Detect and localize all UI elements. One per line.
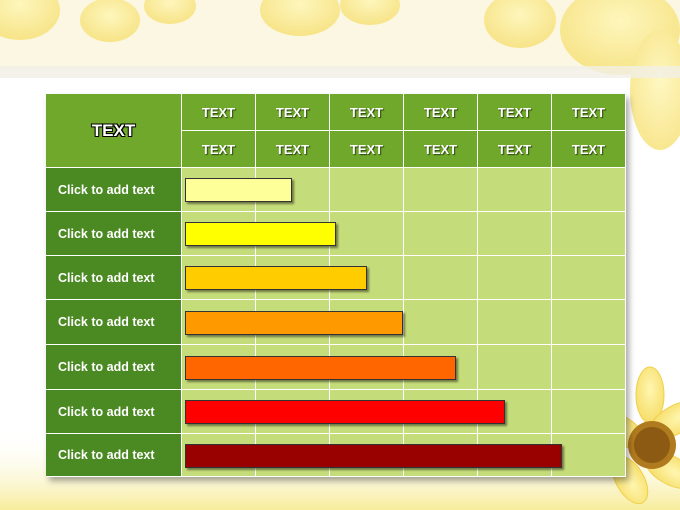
column-header-label: TEXT [497, 104, 532, 120]
row-label[interactable]: Click to add text [46, 345, 182, 390]
grid-cell [404, 300, 478, 345]
column-header: TEXT [330, 131, 404, 168]
grid-cell [478, 212, 552, 256]
progress-bar [185, 266, 367, 290]
grid-cell [404, 168, 478, 212]
progress-bar [185, 400, 505, 424]
column-header-label: TEXT [201, 104, 236, 120]
row-label-text[interactable]: Click to add text [58, 315, 155, 329]
column-header: TEXT [404, 94, 478, 131]
progress-bar [185, 178, 292, 202]
row-label[interactable]: Click to add text [46, 300, 182, 345]
column-header: TEXT [478, 94, 552, 131]
row-label[interactable]: Click to add text [46, 434, 182, 477]
row-label[interactable]: Click to add text [46, 212, 182, 256]
grid-cell [552, 168, 626, 212]
progress-bar [185, 443, 562, 468]
column-header: TEXT [552, 94, 626, 131]
grid-cell [330, 168, 404, 212]
column-header: TEXT [552, 131, 626, 168]
column-header-label: TEXT [571, 104, 606, 120]
progress-bar [185, 222, 336, 246]
grid-cell [552, 390, 626, 434]
grid-cell [478, 168, 552, 212]
grid-cell [552, 256, 626, 300]
grid-cell [404, 212, 478, 256]
column-header: TEXT [256, 94, 330, 131]
row-label[interactable]: Click to add text [46, 256, 182, 300]
row-label-text[interactable]: Click to add text [58, 404, 155, 419]
grid-cell [404, 256, 478, 300]
row-label[interactable]: Click to add text [46, 390, 182, 434]
column-header-label: TEXT [349, 104, 384, 120]
corner-label: TEXT [91, 120, 136, 140]
column-header-label: TEXT [423, 141, 458, 157]
column-header: TEXT [182, 94, 256, 131]
column-header-label: TEXT [423, 104, 458, 120]
row-label-text[interactable]: Click to add text [58, 226, 155, 241]
column-header-label: TEXT [275, 141, 310, 157]
grid-cell [478, 345, 552, 390]
grid-cell [552, 212, 626, 256]
column-header-label: TEXT [571, 141, 606, 157]
grid-cell [478, 256, 552, 300]
column-header: TEXT [330, 94, 404, 131]
grid-cell [330, 212, 404, 256]
grid-cell [552, 300, 626, 345]
column-header: TEXT [404, 131, 478, 168]
progress-bar [185, 310, 403, 335]
grid-cell [478, 300, 552, 345]
column-header-label: TEXT [497, 141, 532, 157]
column-header: TEXT [478, 131, 552, 168]
grid-cell [552, 345, 626, 390]
row-label-text[interactable]: Click to add text [58, 270, 155, 285]
column-header: TEXT [182, 131, 256, 168]
table-corner-header: TEXT [46, 94, 182, 168]
row-label-text[interactable]: Click to add text [58, 182, 155, 197]
column-header-label: TEXT [201, 141, 236, 157]
column-header-label: TEXT [275, 104, 310, 120]
row-label-text[interactable]: Click to add text [58, 360, 155, 374]
grid-cell [552, 434, 626, 477]
row-label-text[interactable]: Click to add text [58, 448, 155, 462]
row-label[interactable]: Click to add text [46, 168, 182, 212]
column-header-label: TEXT [349, 141, 384, 157]
progress-table: TEXT TEXT TEXT TEXT TEXT TEXT TEXT TEXT TEXT TEX… [46, 94, 626, 477]
progress-bar [185, 355, 456, 380]
column-header: TEXT [256, 131, 330, 168]
